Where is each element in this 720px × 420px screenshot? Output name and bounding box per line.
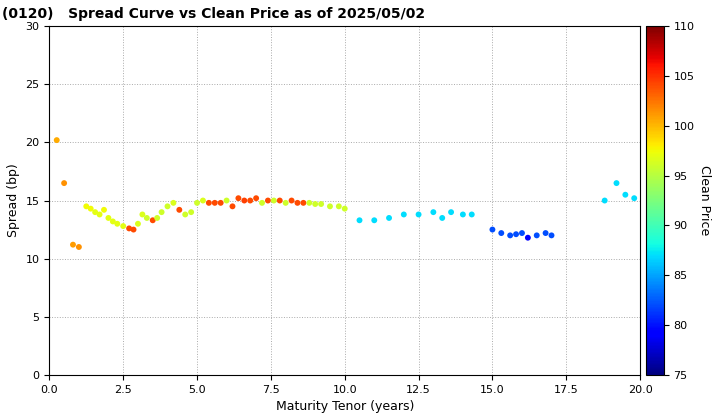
Point [546, 232, 557, 239]
Point [268, 197, 279, 204]
Point [339, 205, 351, 212]
Point [398, 211, 410, 218]
Point [324, 203, 336, 210]
Point [85, 205, 96, 212]
Point [516, 230, 528, 236]
Point [168, 200, 179, 206]
Point [209, 200, 220, 206]
Point [457, 211, 469, 218]
Text: (0120)   Spread Curve vs Clean Price as of 2025/05/02: (0120) Spread Curve vs Clean Price as of… [2, 7, 426, 21]
Point [297, 200, 309, 206]
Point [215, 200, 226, 206]
Point [147, 217, 158, 223]
Point [98, 207, 109, 213]
Point [112, 220, 123, 227]
Point [141, 215, 153, 221]
Point [89, 209, 101, 215]
Point [256, 200, 268, 206]
Point [123, 225, 135, 232]
Point [174, 207, 185, 213]
Point [333, 203, 345, 210]
Point [487, 226, 498, 233]
Point [251, 195, 262, 202]
Point [436, 215, 448, 221]
Point [67, 241, 78, 248]
Point [227, 203, 238, 210]
Point [445, 209, 456, 215]
Point [274, 197, 286, 204]
Point [51, 137, 63, 144]
Point [156, 209, 167, 215]
Y-axis label: Spread (bp): Spread (bp) [7, 164, 20, 237]
Point [599, 197, 611, 204]
Point [245, 197, 256, 204]
Point [94, 211, 105, 218]
Point [286, 197, 297, 204]
Point [280, 200, 292, 206]
Y-axis label: Clean Price: Clean Price [698, 165, 711, 236]
Point [58, 180, 70, 186]
Point [185, 209, 197, 215]
Point [354, 217, 365, 223]
Point [369, 217, 380, 223]
Point [162, 203, 174, 210]
Point [505, 232, 516, 239]
Point [117, 223, 129, 229]
Point [262, 197, 274, 204]
Point [620, 192, 631, 198]
Point [495, 230, 507, 236]
Point [540, 230, 552, 236]
Point [179, 211, 191, 218]
Point [531, 232, 542, 239]
Point [238, 197, 250, 204]
Point [611, 180, 622, 186]
Point [203, 200, 215, 206]
Point [192, 200, 203, 206]
Point [428, 209, 439, 215]
Point [522, 234, 534, 241]
Point [151, 215, 163, 221]
Point [132, 220, 144, 227]
Point [197, 197, 209, 204]
Point [292, 200, 303, 206]
Point [413, 211, 424, 218]
Point [73, 244, 85, 250]
Point [466, 211, 477, 218]
Point [233, 195, 244, 202]
Point [137, 211, 148, 218]
Point [383, 215, 395, 221]
Point [221, 197, 233, 204]
Point [81, 203, 92, 210]
Point [107, 218, 119, 225]
Point [310, 201, 321, 207]
X-axis label: Maturity Tenor (years): Maturity Tenor (years) [276, 400, 414, 413]
Point [304, 200, 315, 206]
Point [629, 195, 640, 202]
Point [315, 201, 327, 207]
Point [127, 226, 139, 233]
Point [103, 215, 114, 221]
Point [510, 231, 522, 238]
